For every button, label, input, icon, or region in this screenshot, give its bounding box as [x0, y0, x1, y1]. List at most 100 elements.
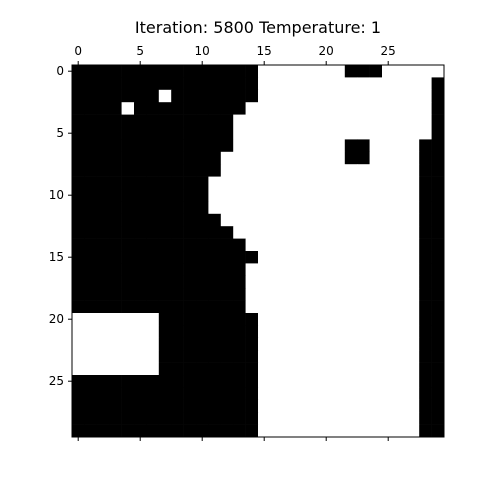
- heatmap-cell: [419, 412, 432, 425]
- heatmap-cell: [270, 251, 284, 264]
- heatmap-cell: [258, 337, 271, 351]
- heatmap-cell: [258, 325, 271, 339]
- heatmap-cell: [320, 176, 333, 190]
- heatmap-cell: [72, 387, 85, 401]
- heatmap-cell: [208, 238, 222, 252]
- heatmap-cell: [96, 387, 110, 401]
- heatmap-cell: [332, 325, 346, 339]
- heatmap-cell: [394, 102, 408, 115]
- heatmap-cell: [307, 337, 321, 351]
- heatmap-cell: [84, 238, 98, 252]
- heatmap-cell: [295, 127, 308, 140]
- heatmap-cell: [320, 151, 333, 165]
- heatmap-cell: [171, 77, 184, 91]
- heatmap-cell: [196, 102, 209, 115]
- heatmap-cell: [196, 201, 209, 215]
- heatmap-cell: [109, 251, 122, 264]
- heatmap-cell: [357, 189, 370, 202]
- heatmap-cell: [369, 387, 383, 401]
- heatmap-cell: [72, 313, 85, 326]
- heatmap-cell: [369, 213, 383, 227]
- heatmap-cell: [394, 213, 408, 227]
- heatmap-cell: [96, 399, 110, 413]
- heatmap-cell: [307, 350, 321, 363]
- heatmap-cell: [307, 300, 321, 314]
- heatmap-cell: [320, 288, 333, 301]
- heatmap-cell: [196, 114, 209, 128]
- heatmap-cell: [332, 77, 346, 91]
- heatmap-cell: [146, 300, 160, 314]
- heatmap-cell: [72, 226, 85, 239]
- heatmap-cell: [208, 151, 222, 165]
- heatmap-cell: [382, 238, 395, 252]
- heatmap-cell: [96, 375, 110, 388]
- heatmap-cell: [382, 263, 395, 277]
- heatmap-cell: [72, 300, 85, 314]
- heatmap-cell: [344, 424, 358, 438]
- x-tick-label: 15: [257, 44, 272, 58]
- heatmap-cell: [282, 387, 296, 401]
- heatmap-cell: [171, 251, 184, 264]
- heatmap-cell: [369, 288, 383, 301]
- heatmap-cell: [258, 375, 271, 388]
- heatmap-cell: [431, 424, 445, 438]
- heatmap-cell: [183, 251, 197, 264]
- heatmap-cell: [146, 362, 160, 376]
- heatmap-cell: [96, 263, 110, 277]
- heatmap-cell: [84, 387, 98, 401]
- heatmap-cell: [245, 251, 259, 264]
- heatmap-cell: [307, 412, 321, 425]
- heatmap-cell: [369, 325, 383, 339]
- y-axis-left: 0 5 10 15 20 25: [49, 64, 72, 388]
- heatmap-cell: [282, 77, 296, 91]
- heatmap-cell: [134, 226, 147, 239]
- heatmap-cell: [357, 263, 370, 277]
- heatmap-cell: [382, 176, 395, 190]
- heatmap-cell: [109, 350, 122, 363]
- heatmap-cell: [146, 77, 160, 91]
- heatmap-cell: [406, 263, 420, 277]
- heatmap-cell: [233, 399, 246, 413]
- heatmap-cell: [146, 189, 160, 202]
- heatmap-cell: [134, 263, 147, 277]
- heatmap-cell: [357, 77, 370, 91]
- heatmap-cell: [233, 213, 246, 227]
- heatmap-cell: [245, 288, 259, 301]
- heatmap-cell: [406, 164, 420, 177]
- heatmap-cell: [431, 114, 445, 128]
- heatmap-cell: [208, 77, 222, 91]
- heatmap-cell: [282, 201, 296, 215]
- heatmap-cell: [233, 313, 246, 326]
- heatmap-cell: [233, 263, 246, 277]
- heatmap-cell: [344, 375, 358, 388]
- chart-title: Iteration: 5800 Temperature: 1: [135, 18, 381, 37]
- heatmap-cell: [382, 189, 395, 202]
- heatmap-cell: [208, 127, 222, 140]
- heatmap-cell: [344, 164, 358, 177]
- heatmap-cell: [183, 424, 197, 438]
- heatmap-cell: [134, 127, 147, 140]
- heatmap-cell: [72, 337, 85, 351]
- heatmap-cell: [220, 127, 234, 140]
- heatmap-cell: [72, 65, 85, 78]
- heatmap-cell: [208, 139, 222, 153]
- heatmap-cell: [320, 139, 333, 153]
- heatmap-cell: [419, 226, 432, 239]
- heatmap-cell: [295, 77, 308, 91]
- heatmap-cell: [295, 275, 308, 289]
- x-tick-label: 20: [319, 44, 334, 58]
- heatmap-cell: [96, 114, 110, 128]
- heatmap-cell: [369, 102, 383, 115]
- heatmap-cell: [233, 114, 246, 128]
- heatmap-cell: [344, 114, 358, 128]
- heatmap-cell: [208, 102, 222, 115]
- heatmap-cell: [196, 263, 209, 277]
- heatmap-cell: [344, 313, 358, 326]
- heatmap-cell: [406, 213, 420, 227]
- heatmap-cell: [183, 337, 197, 351]
- heatmap-cell: [419, 424, 432, 438]
- heatmap-cell: [109, 189, 122, 202]
- heatmap-cell: [406, 114, 420, 128]
- heatmap-cell: [419, 139, 432, 153]
- heatmap-cell: [369, 263, 383, 277]
